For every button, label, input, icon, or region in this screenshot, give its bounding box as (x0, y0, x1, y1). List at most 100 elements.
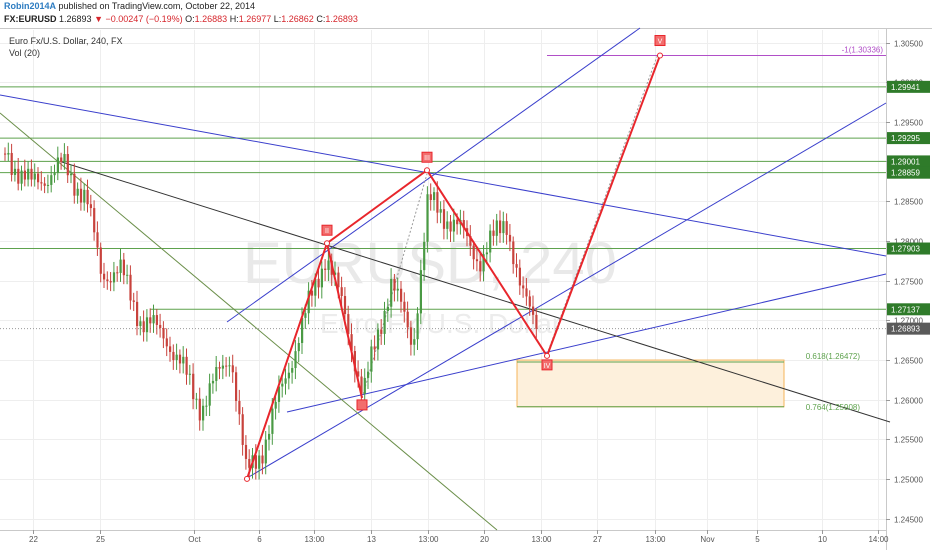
candle-body (106, 279, 109, 282)
candle-body (403, 301, 406, 312)
candle-body (202, 405, 205, 421)
last-price: 1.26893 (59, 14, 92, 24)
candle-body (535, 314, 538, 329)
candle-body (515, 264, 518, 268)
candle-body (215, 367, 218, 381)
price-tick-label: 1.26500 (894, 357, 923, 366)
candle-body (136, 301, 139, 327)
candle-body (235, 372, 238, 401)
price-axis[interactable]: 1.305001.300001.295001.290001.285001.280… (886, 40, 930, 525)
candle-body (70, 173, 73, 176)
candle-body (231, 365, 234, 373)
candle-body (162, 327, 165, 339)
candle-body (436, 192, 439, 213)
candle-body (274, 401, 277, 409)
pattern-label: V (658, 39, 663, 46)
watermark-symbol: EURUSD, 240 (243, 231, 617, 296)
candle-body (155, 315, 158, 325)
candle-body (205, 405, 208, 407)
pattern-point (544, 352, 550, 359)
candle-body (254, 455, 257, 469)
candle-body (50, 175, 53, 185)
price-label-box (887, 242, 930, 255)
candle-body (30, 168, 33, 180)
candle-body (383, 310, 386, 334)
candle-body (304, 313, 307, 318)
candle-body (10, 152, 13, 175)
candle-body (449, 221, 452, 232)
candle-body (103, 273, 106, 280)
symbol-label[interactable]: FX:EURUSD (4, 14, 57, 24)
candle-body (109, 281, 112, 283)
candle-body (165, 338, 168, 347)
candle-body (132, 300, 135, 302)
candle-body (268, 433, 271, 440)
candle-body (334, 272, 337, 275)
instrument-title: Euro Fx/U.S. Dollar, 240, FX (9, 36, 123, 46)
candle-body (495, 220, 498, 236)
price-label-box (887, 155, 930, 168)
candle-body (287, 372, 290, 379)
trendline (286, 273, 887, 413)
high-value: 1.26977 (238, 14, 272, 24)
candle-body (159, 324, 162, 328)
candle-body (310, 290, 314, 296)
candle-body (353, 351, 356, 372)
candle-body (182, 356, 185, 364)
trendline-diagonal (0, 112, 498, 531)
price-tick-label: 1.27000 (894, 317, 923, 326)
time-tick-label: 5 (755, 535, 760, 544)
author-name[interactable]: Robin2014A (4, 1, 57, 11)
candle-body (192, 373, 195, 400)
price-tick-label: 1.30500 (894, 40, 923, 49)
candle-body (56, 157, 59, 173)
candle-body (63, 154, 66, 163)
price-label-box (887, 132, 930, 145)
price-tick-label: 1.25500 (894, 436, 923, 445)
pattern-label: IV (544, 363, 551, 370)
candle-body (505, 221, 508, 235)
price-label: 1.27137 (891, 305, 920, 314)
candle-body (172, 351, 175, 361)
candle-body (17, 168, 20, 184)
price-tick-label: 1.27500 (894, 278, 923, 287)
candle-body (169, 346, 172, 352)
publish-info: published on TradingView.com, October 22… (56, 1, 255, 11)
candle-body (363, 377, 366, 394)
candle-body (324, 268, 327, 270)
high-label: H: (229, 14, 239, 24)
candle-body (152, 315, 155, 324)
candle-body (175, 354, 178, 361)
time-tick-label: 13 (367, 535, 376, 544)
candle-body (99, 247, 102, 274)
price-tick-label: 1.24500 (894, 516, 923, 525)
candle-body (40, 182, 43, 184)
pattern-label-box (356, 399, 368, 411)
pattern-point (657, 52, 663, 59)
time-axis[interactable]: 22 25 Oct 6 13:00 13 13:00 20 13:00 27 13:00 Nov 5 10… (29, 530, 889, 544)
candle-body (314, 278, 317, 296)
candle-body (409, 327, 413, 345)
candle-body (482, 254, 485, 272)
candle-body (350, 334, 353, 352)
candle-body (386, 306, 389, 311)
candle-body (400, 288, 403, 302)
candle-body (89, 204, 92, 209)
candle-body (439, 209, 442, 213)
pattern-label: III (424, 155, 430, 162)
candle-body (512, 241, 515, 265)
candle-body (142, 321, 145, 333)
candle-body (367, 371, 370, 378)
candle-body (376, 329, 380, 350)
trendline (0, 94, 887, 257)
price-label-box (887, 322, 930, 335)
price-tick-label: 1.26000 (894, 397, 923, 406)
candle-body (456, 219, 459, 225)
candle-body (23, 170, 26, 180)
candle-body (86, 189, 89, 205)
candle-body (528, 296, 531, 307)
candle-body (112, 272, 116, 283)
candle-body (241, 414, 244, 445)
candle-body (7, 152, 10, 155)
